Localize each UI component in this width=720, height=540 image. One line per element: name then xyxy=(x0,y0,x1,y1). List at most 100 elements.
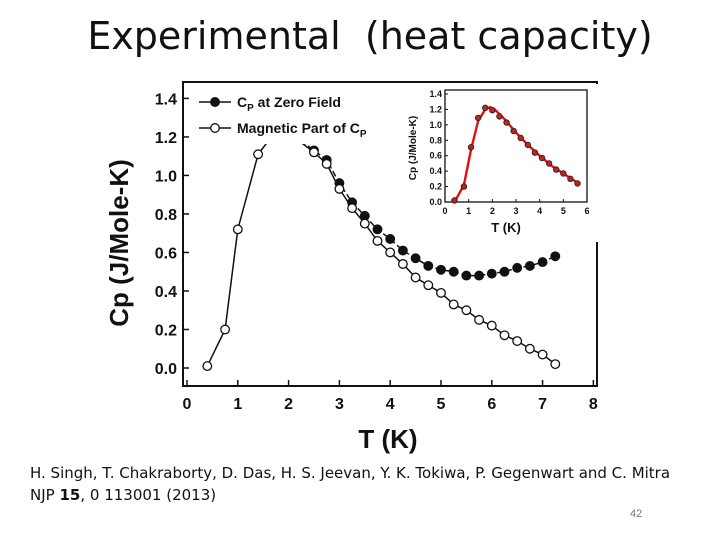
inset-data-point xyxy=(451,197,458,204)
slide-number: 42 xyxy=(630,508,643,520)
data-point-open xyxy=(220,324,231,335)
y-tick-label: 0.4 xyxy=(155,284,177,301)
inset-data-point xyxy=(560,170,567,177)
inset-data-point xyxy=(474,114,482,122)
heat-capacity-chart: 0 1 2 3 4 5 6 7 8 0.0 0.2 0.4 0.6 0.8 1.0 1.2 1.4 T (K) Cp… xyxy=(95,78,605,454)
legend-marker xyxy=(210,97,220,107)
inset-y-tick-label: 0.6 xyxy=(429,151,442,161)
data-point-open xyxy=(347,203,358,214)
data-point-open xyxy=(512,336,523,346)
legend-label-main: C xyxy=(237,94,247,110)
inset-y-tick-label: 1.4 xyxy=(429,89,442,99)
data-point-open xyxy=(436,287,446,298)
data-point-open xyxy=(309,147,319,158)
data-point-filled xyxy=(423,260,434,271)
citation-volume: 15 xyxy=(59,486,81,504)
legend-label-suffix: at Zero Field xyxy=(254,94,341,110)
series-line-1 xyxy=(275,132,556,277)
x-tick-label: 5 xyxy=(437,396,446,413)
legend-box xyxy=(195,88,405,144)
y-tick-label: 1.4 xyxy=(155,91,177,108)
legend-label-subscript: P xyxy=(247,103,254,114)
legend-label-main: Magnetic Part of C xyxy=(237,120,360,136)
citation-journal-suffix: , 0 113001 (2013) xyxy=(80,486,217,504)
data-point-filled xyxy=(397,245,408,256)
inset-x-tick-label: 3 xyxy=(513,206,518,216)
data-point-open xyxy=(550,359,561,370)
inset-data-point xyxy=(517,134,524,142)
data-point-open xyxy=(385,247,396,258)
x-tick-label: 7 xyxy=(538,396,547,413)
inset-x-tick-label: 2 xyxy=(490,206,495,216)
inset-y-axis-title: Cp (J/Mole-K) xyxy=(408,116,419,180)
data-point-filled xyxy=(461,270,472,281)
inset-data-point xyxy=(553,166,560,173)
x-tick-label: 8 xyxy=(589,396,598,413)
inset-data-point xyxy=(538,154,546,162)
data-point-filled xyxy=(385,234,396,244)
citation: H. Singh, T. Chakraborty, D. Das, H. S. … xyxy=(30,462,720,506)
inset-data-point xyxy=(467,144,475,151)
data-point-open xyxy=(423,280,434,291)
inset-data-point xyxy=(510,127,517,135)
data-point-filled xyxy=(537,257,548,268)
data-point-filled xyxy=(512,262,523,273)
inset-x-tick-label: 4 xyxy=(537,206,542,216)
data-point-open xyxy=(537,349,548,360)
inset-y-tick-label: 0.0 xyxy=(429,197,442,207)
legend-label-subscript: P xyxy=(360,129,367,140)
x-tick-label: 2 xyxy=(284,396,293,413)
inset-data-point xyxy=(574,180,581,187)
data-point-filled xyxy=(436,264,446,275)
inset-x-tick-label: 6 xyxy=(584,206,589,216)
data-point-open xyxy=(372,235,383,246)
data-point-filled xyxy=(524,260,535,271)
inset-data-point xyxy=(503,119,510,126)
legend-marker xyxy=(210,123,220,133)
inset-data-point xyxy=(531,149,539,156)
y-tick-label: 0.0 xyxy=(155,361,177,378)
x-tick-label: 0 xyxy=(183,396,192,413)
citation-authors: H. Singh, T. Chakraborty, D. Das, H. S. … xyxy=(30,464,671,482)
data-point-open xyxy=(232,224,243,235)
data-point-filled xyxy=(550,251,561,262)
legend-label: CP at Zero Field xyxy=(237,94,341,114)
inset-background xyxy=(405,84,600,242)
chart-svg: 0 1 2 3 4 5 6 7 8 0.0 0.2 0.4 0.6 0.8 1.0 1.2 1.4 T (K) Cp… xyxy=(95,78,605,454)
inset-data-point xyxy=(545,160,553,167)
inset-y-tick-label: 1.0 xyxy=(429,120,442,130)
data-point-open xyxy=(410,272,421,283)
y-tick-label: 1.2 xyxy=(155,130,177,147)
inset-data-point xyxy=(489,107,496,114)
x-tick-label: 4 xyxy=(386,396,395,413)
y-tick-label: 1.0 xyxy=(155,168,177,185)
inset-data-point xyxy=(567,175,574,183)
y-tick-label: 0.2 xyxy=(155,322,177,339)
data-point-open xyxy=(474,314,485,325)
data-point-open xyxy=(253,149,264,160)
legend-label: Magnetic Part of CP xyxy=(237,120,367,140)
data-point-open xyxy=(202,361,213,372)
data-point-filled xyxy=(372,224,383,235)
inset-x-tick-label: 5 xyxy=(561,206,566,216)
data-point-filled xyxy=(410,253,421,264)
y-tick-label: 0.6 xyxy=(155,245,177,262)
y-tick-label: 0.8 xyxy=(155,207,177,224)
x-tick-label: 6 xyxy=(487,396,496,413)
data-point-filled xyxy=(499,266,510,277)
citation-journal-prefix: NJP xyxy=(30,486,60,504)
x-tick-label: 1 xyxy=(233,396,242,413)
y-axis-title: Cp (J/Mole-K) xyxy=(104,159,134,327)
inset-x-axis-title: T (K) xyxy=(491,220,521,235)
inset-x-tick-label: 0 xyxy=(442,206,447,216)
x-axis-title: T (K) xyxy=(358,424,417,454)
data-point-open xyxy=(486,320,497,331)
data-point-open xyxy=(448,299,459,310)
citation-journal: NJP 15, 0 113001 (2013) xyxy=(30,484,720,506)
inset-y-tick-label: 0.4 xyxy=(429,166,442,176)
data-point-open xyxy=(334,183,345,194)
data-point-filled xyxy=(448,266,459,277)
inset-y-tick-label: 0.8 xyxy=(429,135,442,145)
inset-plot: 0 1 2 3 4 5 6 0.0 0.2 0.4 0.6 0.8 1.0 1.2 1.4 T (K) Cp (… xyxy=(405,84,600,242)
